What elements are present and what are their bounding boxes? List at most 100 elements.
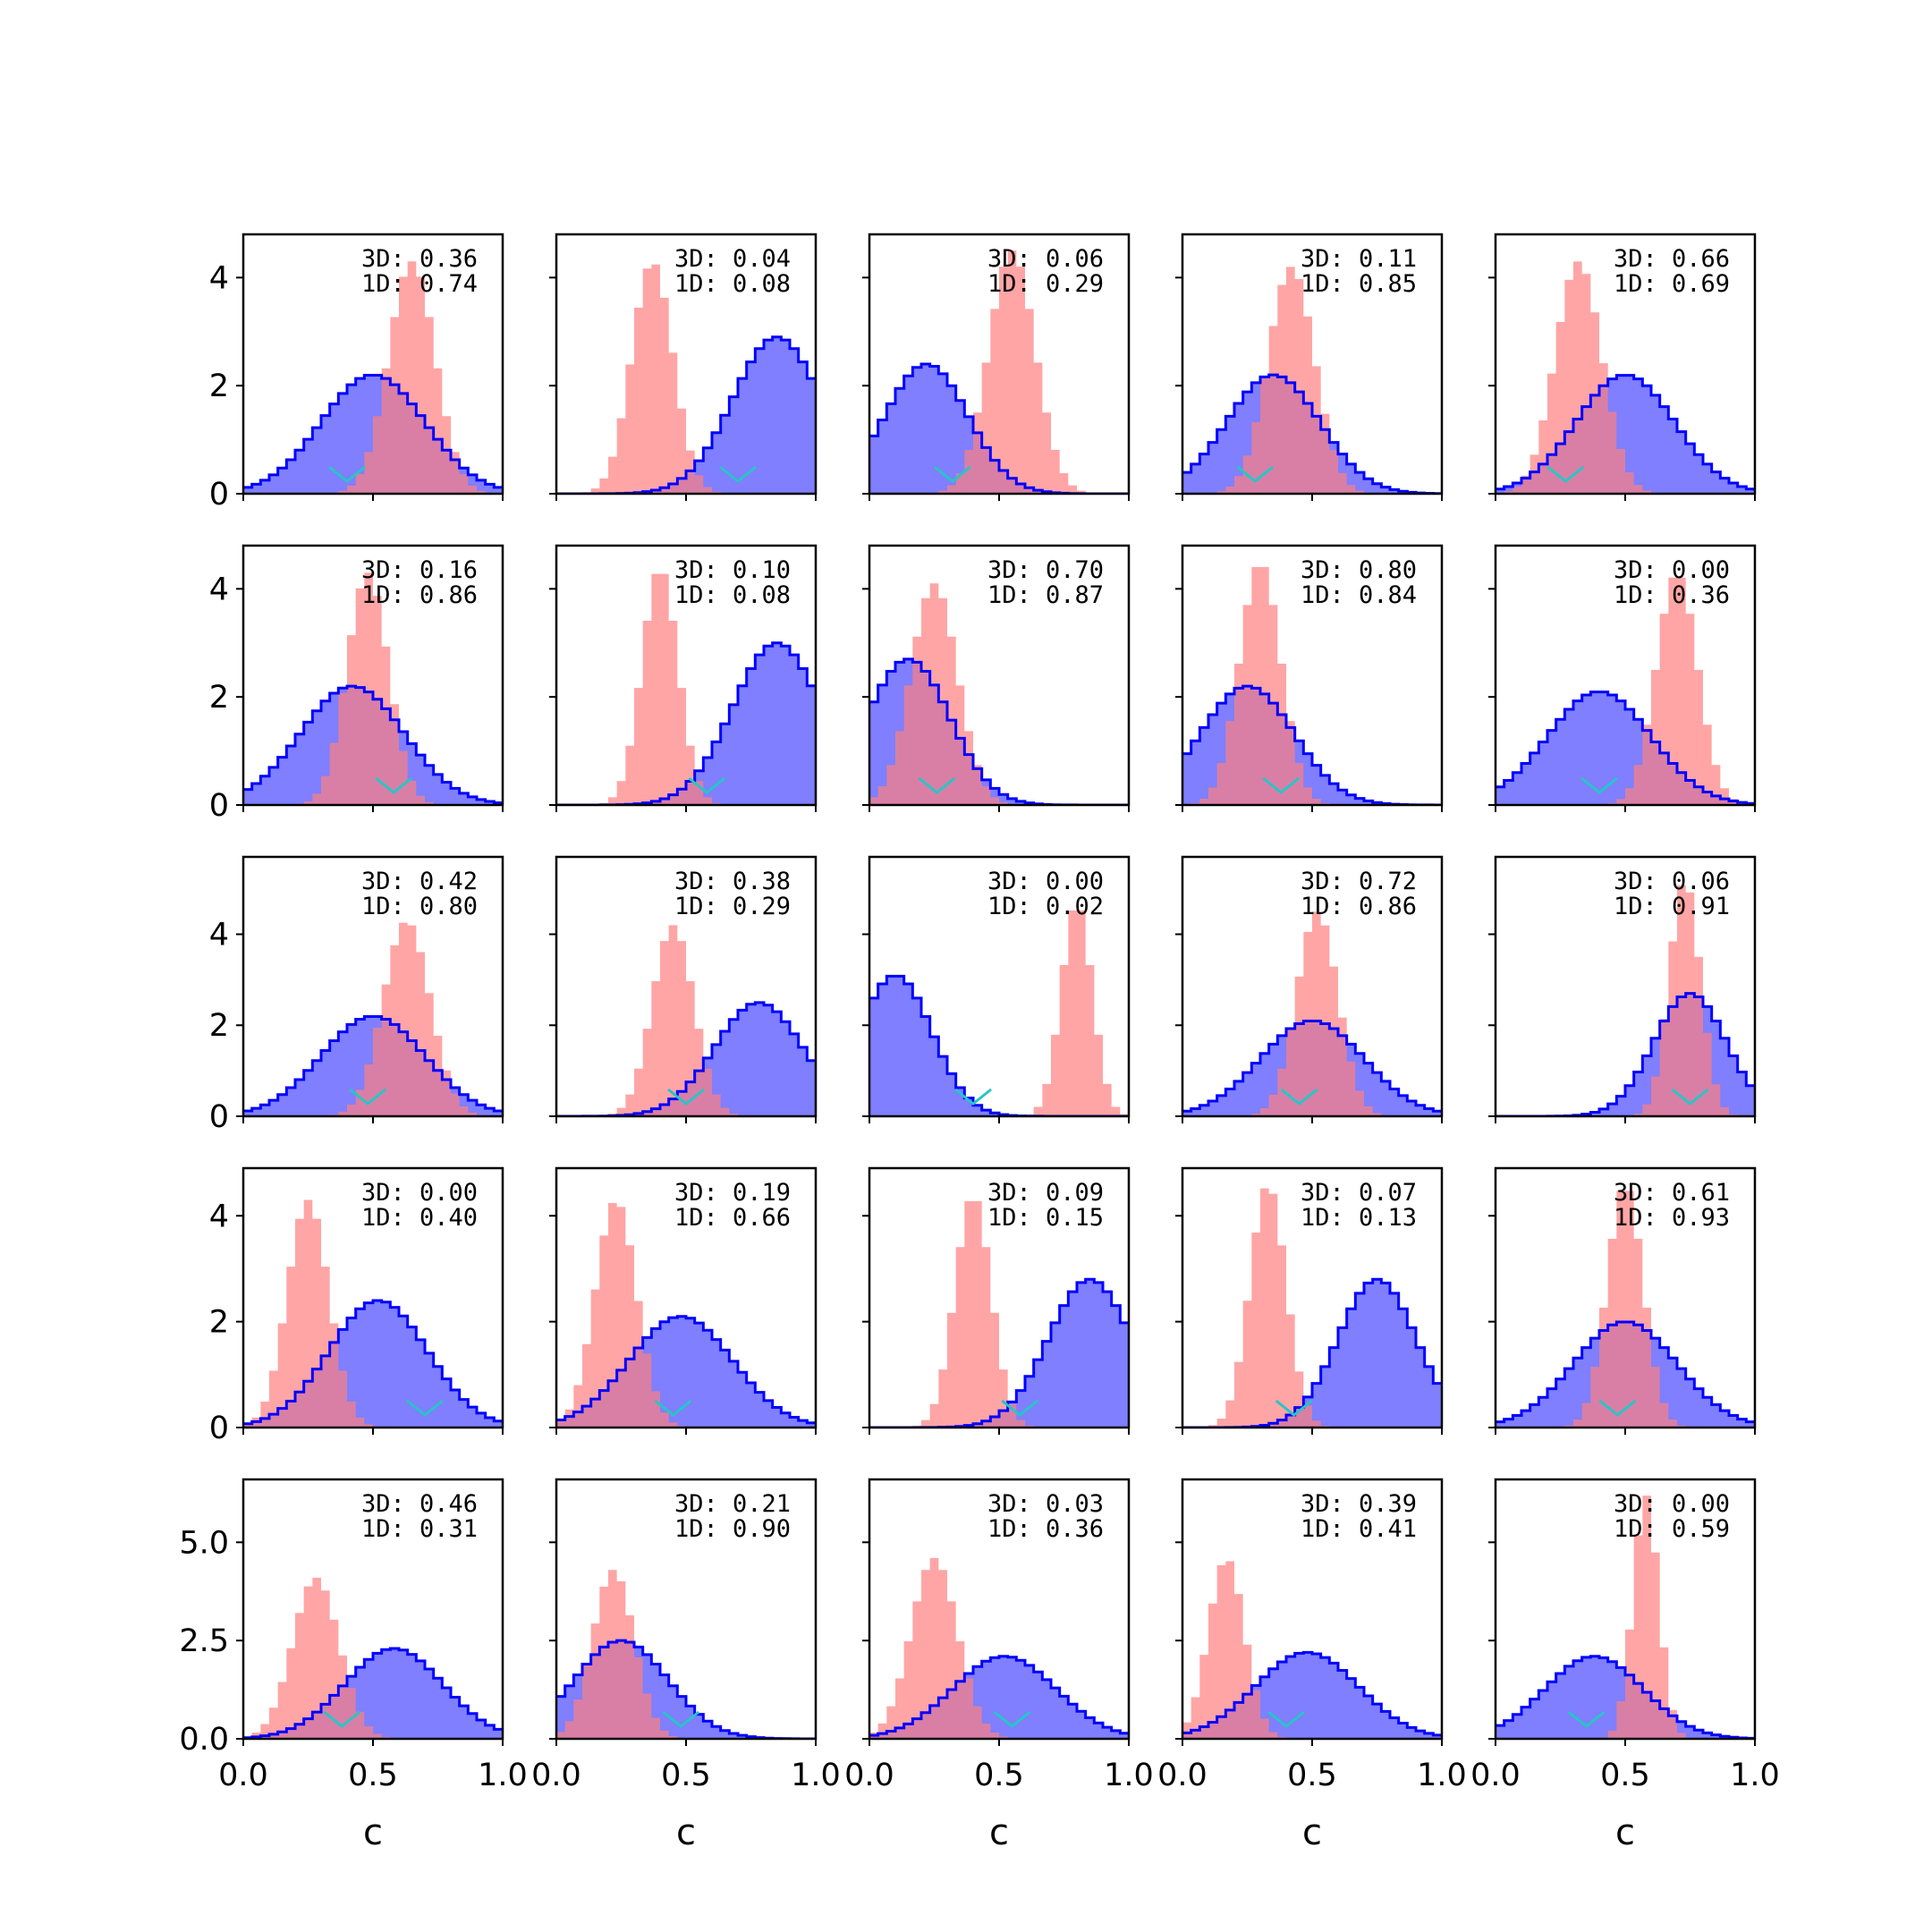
- y-tick-label: 2: [209, 1305, 229, 1341]
- blue-histogram-fill: [1182, 1279, 1442, 1428]
- x-tick-label: 1.0: [1104, 1758, 1154, 1793]
- annotation-3d: 3D: 0.00: [361, 1179, 478, 1207]
- median-marker-icon: [1267, 1710, 1305, 1728]
- x-tick-label: 1.0: [791, 1758, 841, 1793]
- annotation-3d: 3D: 0.04: [674, 245, 791, 273]
- annotation-3d: 3D: 0.21: [674, 1490, 791, 1518]
- panel-plot-area: [1182, 911, 1442, 1116]
- annotation-3d: 3D: 0.10: [674, 556, 791, 584]
- red-histogram: [1182, 566, 1442, 805]
- red-histogram: [243, 572, 503, 805]
- panel-plot-area: [1496, 577, 1755, 805]
- annotation-1d: 1D: 0.86: [1301, 893, 1417, 920]
- median-marker-icon: [1671, 1088, 1709, 1106]
- annotation-3d: 3D: 0.11: [1301, 245, 1417, 273]
- annotation-3d: 3D: 0.06: [1614, 868, 1730, 895]
- median-marker-icon: [933, 465, 971, 483]
- blue-histogram-outline: [1496, 1655, 1755, 1739]
- y-tick-label: 0: [209, 477, 229, 513]
- blue-histogram-outline: [556, 1315, 816, 1425]
- red-histogram: [1496, 1496, 1755, 1739]
- red-histogram: [869, 1200, 1129, 1428]
- median-marker-icon: [993, 1710, 1031, 1728]
- annotation-1d: 1D: 0.40: [361, 1204, 478, 1232]
- median-marker-icon: [1280, 1088, 1318, 1106]
- x-axis-label: c: [1615, 1812, 1635, 1853]
- x-axis-label: c: [363, 1812, 383, 1853]
- annotation-1d: 1D: 0.85: [1301, 270, 1417, 298]
- annotation-3d: 3D: 0.06: [987, 245, 1104, 273]
- y-tick-label: 2: [209, 369, 229, 404]
- x-tick-label: 1.0: [1730, 1758, 1780, 1793]
- x-tick-label: 0.5: [348, 1758, 398, 1793]
- y-tick-label: 2: [209, 680, 229, 716]
- x-tick-label: 0.5: [1287, 1758, 1337, 1793]
- y-tick-label: 2: [209, 1008, 229, 1044]
- median-marker-icon: [1262, 776, 1301, 794]
- x-tick-label: 1.0: [1417, 1758, 1467, 1793]
- annotation-1d: 1D: 0.13: [1301, 1204, 1417, 1232]
- y-tick-label: 5.0: [179, 1525, 229, 1561]
- annotation-3d: 3D: 0.16: [361, 556, 478, 584]
- annotation-1d: 1D: 0.36: [1614, 581, 1730, 609]
- annotation-1d: 1D: 0.08: [674, 581, 791, 609]
- blue-histogram-outline: [243, 1647, 503, 1739]
- median-marker-icon: [667, 1088, 705, 1106]
- median-marker-icon: [662, 1710, 700, 1728]
- median-marker-icon: [1546, 465, 1585, 483]
- x-tick-label: 0.0: [218, 1758, 268, 1793]
- red-histogram: [869, 583, 1129, 805]
- annotation-1d: 1D: 0.91: [1614, 893, 1730, 920]
- red-histogram: [556, 1570, 816, 1739]
- annotation-1d: 1D: 0.74: [361, 270, 478, 298]
- annotation-3d: 3D: 0.19: [674, 1179, 791, 1207]
- x-axis-label: c: [1302, 1812, 1322, 1853]
- red-histogram: [1496, 885, 1755, 1116]
- median-marker-icon: [1236, 465, 1275, 483]
- red-histogram: [243, 261, 503, 494]
- x-tick-label: 0.0: [531, 1758, 581, 1793]
- annotation-1d: 1D: 0.29: [674, 893, 791, 920]
- annotation-3d: 3D: 0.38: [674, 868, 791, 895]
- annotation-3d: 3D: 0.42: [361, 868, 478, 895]
- annotation-1d: 1D: 0.59: [1614, 1515, 1730, 1543]
- red-histogram: [556, 925, 816, 1116]
- annotation-1d: 1D: 0.29: [987, 270, 1104, 298]
- y-tick-label: 4: [209, 572, 229, 607]
- annotation-3d: 3D: 0.00: [987, 868, 1104, 895]
- x-tick-label: 1.0: [478, 1758, 528, 1793]
- red-histogram: [1182, 911, 1442, 1116]
- panel-plot-area: [1496, 261, 1755, 494]
- annotation-3d: 3D: 0.00: [1614, 1490, 1730, 1518]
- median-marker-icon: [1001, 1399, 1039, 1417]
- annotation-3d: 3D: 0.72: [1301, 868, 1417, 895]
- annotation-3d: 3D: 0.03: [987, 1490, 1104, 1518]
- median-marker-icon: [1598, 1399, 1637, 1417]
- annotation-3d: 3D: 0.36: [361, 245, 478, 273]
- red-histogram: [1182, 267, 1442, 494]
- annotation-1d: 1D: 0.41: [1301, 1515, 1417, 1543]
- red-histogram: [556, 573, 816, 805]
- y-tick-label: 4: [209, 260, 229, 296]
- red-histogram: [869, 1557, 1129, 1739]
- annotation-1d: 1D: 0.66: [674, 1204, 791, 1232]
- panel-plot-area: [556, 1203, 816, 1428]
- annotation-1d: 1D: 0.15: [987, 1204, 1104, 1232]
- y-tick-label: 0: [209, 788, 229, 824]
- annotation-1d: 1D: 0.69: [1614, 270, 1730, 298]
